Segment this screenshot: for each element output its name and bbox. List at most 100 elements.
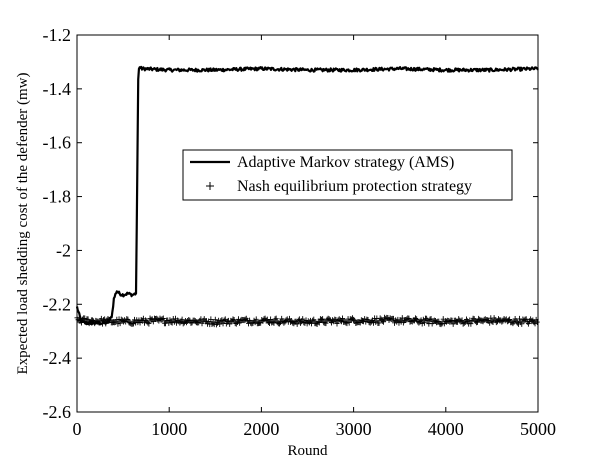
- nash-point: [253, 316, 259, 323]
- x-axis-label: Round: [287, 443, 328, 459]
- nash-point: [130, 320, 136, 327]
- nash-point: [472, 317, 478, 324]
- nash-point: [413, 315, 419, 322]
- y-axis: -2.6 -2.4 -2.2 -2 -1.8 -1.6 -1.4 -1.2: [43, 25, 538, 422]
- y-axis-label: Expected load shedding cost of the defen…: [15, 73, 31, 375]
- nash-point: [278, 319, 284, 326]
- nash-point: [127, 319, 133, 326]
- nash-point: [85, 316, 91, 323]
- x-tick-label: 2000: [243, 419, 279, 439]
- nash-point: [323, 320, 329, 327]
- nash-point: [160, 315, 166, 322]
- y-tick-label: -1.6: [43, 133, 72, 153]
- nash-point: [347, 316, 353, 323]
- y-tick-label: -2: [56, 240, 71, 260]
- nash-point: [477, 316, 483, 323]
- nash-point: [346, 319, 352, 326]
- nash-point: [272, 316, 278, 323]
- nash-point: [320, 316, 326, 323]
- nash-point: [234, 318, 240, 325]
- nash-point: [452, 317, 458, 324]
- nash-point: [259, 317, 265, 324]
- nash-point: [303, 317, 309, 324]
- nash-point: [267, 319, 273, 326]
- nash-point: [519, 320, 525, 327]
- nash-point: [532, 320, 538, 327]
- nash-point: [169, 319, 175, 326]
- nash-point: [383, 315, 389, 322]
- nash-point: [252, 319, 258, 326]
- nash-point: [366, 319, 372, 326]
- nash-point: [462, 318, 468, 325]
- nash-point: [75, 316, 81, 323]
- nash-point: [294, 320, 300, 327]
- nash-point: [473, 319, 479, 326]
- nash-point: [344, 320, 350, 327]
- nash-point: [86, 320, 92, 327]
- nash-point: [263, 317, 269, 324]
- nash-point: [456, 316, 462, 323]
- x-tick-label: 4000: [428, 419, 464, 439]
- nash-point: [231, 317, 237, 324]
- nash-point: [251, 317, 257, 324]
- nash-point: [425, 317, 431, 324]
- nash-point: [390, 315, 396, 322]
- y-tick-label: -1.4: [43, 79, 72, 99]
- nash-point: [368, 318, 374, 325]
- nash-point: [534, 319, 540, 326]
- y-tick-label: -1.8: [43, 187, 72, 207]
- x-tick-label: 3000: [336, 419, 372, 439]
- nash-point: [358, 317, 364, 324]
- nash-point: [450, 320, 456, 327]
- legend: Adaptive Markov strategy (AMS) Nash equi…: [182, 149, 513, 201]
- nash-point: [82, 315, 88, 322]
- nash-point: [419, 320, 425, 327]
- nash-point: [517, 315, 523, 322]
- nash-point: [427, 316, 433, 323]
- nash-point: [418, 317, 424, 324]
- nash-point: [351, 316, 357, 323]
- nash-point: [489, 318, 495, 325]
- nash-point: [398, 318, 404, 325]
- nash-point: [126, 319, 132, 326]
- nash-point: [499, 318, 505, 325]
- nash-point: [300, 316, 306, 323]
- nash-point: [342, 318, 348, 325]
- nash-point: [288, 318, 294, 325]
- nash-point: [487, 319, 493, 326]
- legend-label-ams: Adaptive Markov strategy (AMS): [237, 154, 454, 171]
- nash-point: [210, 319, 216, 326]
- nash-point: [283, 317, 289, 324]
- nash-point: [115, 320, 121, 327]
- nash-point: [409, 318, 415, 325]
- nash-point: [93, 317, 99, 324]
- nash-point: [83, 319, 89, 326]
- nash-point: [513, 318, 519, 325]
- nash-point: [507, 316, 513, 323]
- nash-point: [396, 319, 402, 326]
- nash-point: [241, 317, 247, 324]
- axes-frame: [76, 34, 539, 413]
- legend-swatch-nash: [206, 182, 214, 190]
- x-tick-label: 1000: [151, 419, 187, 439]
- nash-point: [138, 316, 144, 323]
- nash-point: [221, 317, 227, 324]
- nash-point: [179, 316, 185, 323]
- nash-point: [432, 318, 438, 325]
- y-tick-label: -1.2: [43, 25, 72, 45]
- nash-point: [371, 319, 377, 326]
- nash-point: [158, 316, 164, 323]
- nash-point: [334, 320, 340, 327]
- nash-point: [147, 315, 153, 322]
- legend-label-nash: Nash equilibrium protection strategy: [237, 178, 472, 195]
- nash-point: [230, 316, 236, 323]
- nash-point: [493, 319, 499, 326]
- nash-point: [208, 316, 214, 323]
- nash-point: [377, 315, 383, 322]
- nash-point: [89, 317, 95, 324]
- nash-point: [529, 318, 535, 325]
- nash-point: [387, 315, 393, 322]
- nash-point: [338, 318, 344, 325]
- nash-point: [438, 321, 444, 328]
